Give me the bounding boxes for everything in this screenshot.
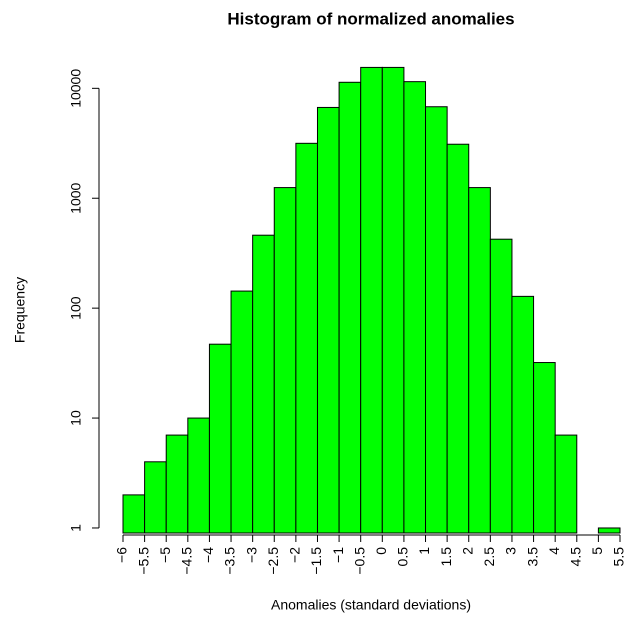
bar [597, 527, 621, 534]
y-tick-label: 10000 [68, 69, 84, 108]
x-tick-label: 4 [546, 547, 562, 555]
bar [533, 362, 556, 534]
bar [273, 187, 297, 534]
bar [381, 66, 405, 534]
x-tick-label: −6 [114, 547, 130, 563]
bar [144, 461, 167, 534]
bar [208, 343, 232, 534]
x-tick-label: 4.5 [567, 547, 583, 567]
bar [122, 494, 146, 534]
x-tick-label: −2.5 [265, 547, 281, 575]
bar [165, 434, 189, 534]
y-tick-label: 100 [68, 296, 84, 320]
bar [403, 81, 427, 534]
y-axis-label: Frequency [12, 277, 28, 343]
x-tick-label: −0.5 [351, 547, 367, 575]
x-tick-label: 1 [416, 547, 432, 555]
x-tick-label: −2 [287, 547, 303, 563]
x-tick-label: −1 [330, 547, 346, 563]
x-tick-label: −3.5 [222, 547, 238, 575]
y-tick-label: 1 [68, 524, 84, 532]
chart-title: Histogram of normalized anomalies [227, 9, 514, 28]
bar [316, 106, 340, 534]
y-tick-label: 1000 [68, 182, 84, 213]
x-tick-label: 5.5 [611, 547, 627, 567]
x-tick-label: −3 [243, 547, 259, 563]
bar [360, 66, 383, 534]
x-tick-label: 2.5 [481, 547, 497, 567]
bar [187, 417, 210, 534]
bar [511, 295, 535, 534]
x-tick-label: 0 [373, 547, 389, 555]
x-tick-label: 3.5 [524, 547, 540, 567]
x-tick-label: 0.5 [395, 547, 411, 567]
x-tick-label: −1.5 [308, 547, 324, 575]
bar [252, 234, 275, 534]
x-tick-label: 1.5 [438, 547, 454, 567]
bar [489, 238, 513, 534]
x-tick-label: −4 [200, 547, 216, 563]
x-axis-label: Anomalies (standard deviations) [271, 597, 471, 613]
bar [554, 434, 578, 534]
y-tick-label: 10 [68, 410, 84, 426]
x-tick-label: 5 [589, 547, 605, 555]
bar [295, 142, 318, 534]
x-tick-label: −5.5 [135, 547, 151, 575]
x-tick-label: 2 [459, 547, 475, 555]
bar [338, 81, 362, 534]
x-tick-label: −4.5 [179, 547, 195, 575]
bar [446, 143, 470, 534]
x-tick-label: −5 [157, 547, 173, 563]
x-tick-label: 3 [503, 547, 519, 555]
bar [230, 290, 254, 534]
bar [468, 187, 491, 534]
bar [425, 106, 448, 534]
